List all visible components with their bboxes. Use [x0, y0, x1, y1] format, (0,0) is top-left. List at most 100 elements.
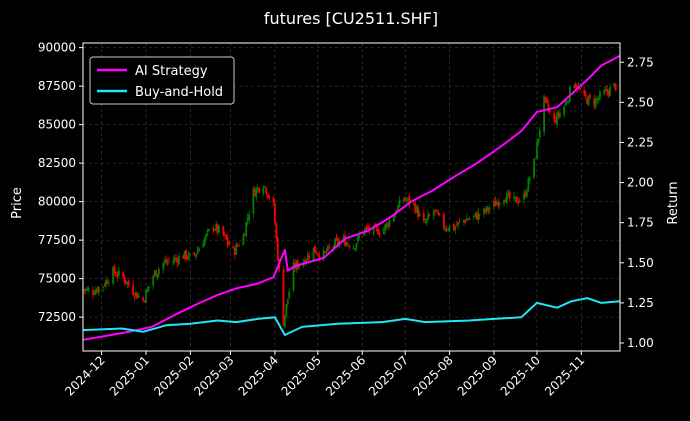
candle-body-12 [105, 280, 107, 287]
candle-28 [136, 293, 139, 299]
candle-body-154 [388, 219, 391, 227]
candle-266 [614, 83, 617, 92]
candle-177 [435, 209, 438, 212]
candle-body-178 [437, 211, 440, 215]
candle-body-1 [83, 289, 86, 291]
candle-body-115 [312, 247, 315, 260]
candle-207 [495, 199, 498, 205]
candle-142 [365, 225, 368, 231]
candle-216 [514, 197, 517, 203]
candle-body-133 [347, 243, 349, 245]
candle-74 [228, 240, 230, 247]
candle-body-149 [378, 233, 381, 235]
candle-body-205 [493, 200, 495, 207]
candle-160 [402, 196, 405, 205]
legend-label-buy-and-hold: Buy-and-Hold [135, 85, 223, 100]
legend-label-ai-strategy: AI Strategy [135, 64, 208, 79]
candle-72 [225, 234, 228, 240]
candle-body-65 [212, 228, 215, 231]
candle-body-241 [564, 101, 567, 106]
candle-88 [256, 184, 259, 193]
candle-body-113 [306, 254, 309, 261]
candle-26 [133, 293, 136, 301]
candle-body-20 [122, 272, 124, 277]
candle-245 [573, 84, 576, 89]
candle-body-158 [397, 205, 399, 212]
candle-169 [418, 210, 421, 217]
candle-206 [494, 196, 497, 207]
candle-body-40 [162, 262, 165, 270]
candle-body-226 [534, 158, 537, 160]
candle-13 [106, 279, 109, 284]
candle-253 [587, 95, 590, 107]
candle-body-5 [92, 290, 94, 295]
candle-body-128 [336, 239, 339, 245]
candle-body-27 [135, 291, 137, 296]
candle-166 [414, 200, 417, 215]
candle-205 [493, 197, 495, 211]
y2-tick-label-3: 1.75 [627, 216, 654, 230]
candle-body-160 [402, 199, 405, 202]
candle-56 [193, 251, 196, 258]
candle-body-95 [272, 197, 275, 203]
candle-120 [322, 246, 325, 262]
candle-body-146 [374, 223, 377, 226]
candle-162 [405, 196, 408, 205]
candle-body-180 [442, 214, 445, 229]
candle-132 [345, 240, 348, 247]
candle-body-237 [556, 112, 558, 125]
candle-33 [146, 286, 149, 293]
candle-198 [477, 208, 480, 224]
candle-77 [235, 241, 238, 255]
candle-95 [272, 196, 275, 206]
candle-body-7 [94, 290, 97, 294]
candle-34 [147, 286, 150, 293]
candle-body-190 [463, 219, 465, 223]
candle-body-145 [372, 225, 375, 234]
candle-body-101 [284, 315, 286, 327]
candle-130 [342, 233, 345, 244]
candle-body-34 [147, 286, 150, 289]
candle-115 [312, 247, 315, 261]
candle-226 [534, 157, 537, 160]
candle-102 [285, 303, 288, 319]
candle-body-200 [483, 208, 485, 214]
candle-body-3 [86, 288, 89, 291]
candle-body-148 [377, 228, 379, 235]
y-tick-label-4: 82500 [38, 156, 76, 170]
candle-15 [112, 265, 114, 286]
candle-body-126 [334, 239, 336, 248]
candle-265 [613, 82, 616, 89]
candle-201 [484, 208, 487, 214]
candle-body-64 [208, 228, 210, 231]
candle-body-223 [527, 178, 530, 192]
y2-tick-label-0: 1.00 [627, 336, 654, 350]
candle-193 [467, 217, 470, 221]
candle-body-259 [599, 92, 601, 98]
candle-202 [485, 205, 488, 215]
candle-body-219 [518, 200, 521, 202]
candle-73 [226, 234, 229, 249]
candle-body-46 [173, 257, 176, 262]
candle-179 [438, 212, 441, 217]
candle-body-262 [606, 88, 609, 93]
candle-236 [554, 115, 557, 125]
y2-tick-label-5: 2.25 [627, 135, 654, 149]
candle-body-81 [243, 234, 246, 236]
candle-body-100 [282, 269, 285, 327]
candle-240 [563, 105, 566, 119]
candle-body-42 [165, 259, 167, 263]
candle-body-23 [126, 282, 129, 284]
y-tick-label-5: 85000 [38, 118, 76, 132]
candle-83 [246, 213, 249, 226]
candle-101 [284, 315, 286, 329]
candle-209 [498, 201, 501, 209]
candle-body-169 [418, 213, 421, 217]
candle-16 [113, 264, 116, 276]
candle-173 [427, 210, 430, 221]
candle-59 [198, 246, 200, 252]
candle-body-228 [537, 138, 540, 144]
candle-body-97 [275, 223, 278, 238]
candle-body-265 [613, 82, 616, 86]
